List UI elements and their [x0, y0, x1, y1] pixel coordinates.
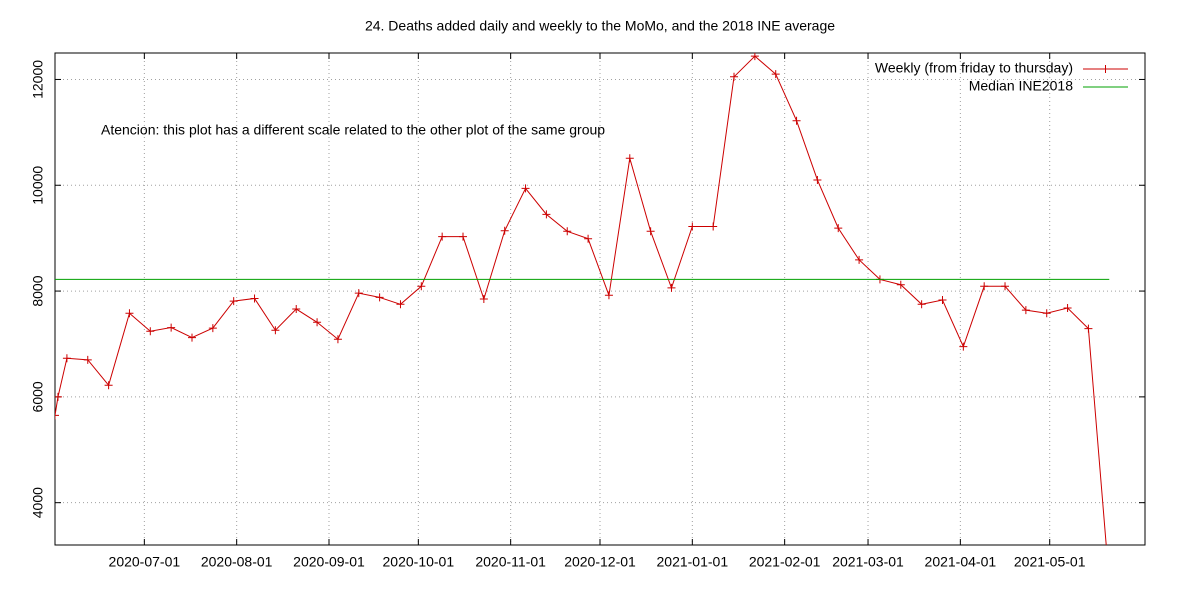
- point-marker: [542, 210, 551, 219]
- point-marker: [292, 305, 301, 314]
- point-marker: [1063, 303, 1072, 312]
- point-marker: [917, 300, 926, 309]
- x-tick-label: 2021-02-01: [749, 554, 821, 570]
- point-marker: [625, 154, 634, 163]
- x-tick-label: 2021-05-01: [1014, 554, 1086, 570]
- point-marker: [584, 234, 593, 243]
- point-marker: [730, 72, 739, 81]
- point-marker: [479, 295, 488, 303]
- x-tick-label: 2021-04-01: [925, 554, 997, 570]
- point-marker: [333, 335, 342, 344]
- point-marker: [1021, 306, 1030, 315]
- point-marker: [750, 53, 759, 61]
- point-marker: [55, 392, 62, 401]
- point-marker: [896, 280, 905, 289]
- point-marker: [1042, 309, 1051, 318]
- point-marker: [208, 324, 217, 333]
- point-marker: [646, 227, 655, 236]
- point-marker: [313, 318, 322, 327]
- point-marker: [104, 381, 113, 390]
- point-marker: [167, 323, 176, 332]
- x-tick-label: 2020-07-01: [109, 554, 181, 570]
- point-marker: [146, 327, 155, 336]
- point-marker: [187, 333, 196, 342]
- y-tick-label: 8000: [30, 275, 46, 306]
- x-tick-label: 2020-12-01: [564, 554, 636, 570]
- point-marker: [792, 116, 801, 125]
- point-marker: [604, 291, 613, 300]
- point-marker: [500, 226, 509, 235]
- x-tick-label: 2021-01-01: [657, 554, 729, 570]
- point-marker: [938, 296, 947, 305]
- point-marker: [396, 300, 405, 309]
- y-tick-label: 10000: [30, 166, 46, 205]
- point-marker: [959, 342, 968, 351]
- y-tick-label: 4000: [30, 487, 46, 518]
- point-marker: [354, 289, 363, 298]
- chart-title: 24. Deaths added daily and weekly to the…: [365, 18, 835, 34]
- x-tick-label: 2020-11-01: [475, 554, 546, 570]
- plot-border: [54, 52, 1146, 546]
- point-marker: [667, 283, 676, 292]
- point-marker: [250, 294, 259, 303]
- point-marker: [980, 282, 989, 291]
- point-marker: [688, 222, 697, 231]
- point-marker: [1105, 578, 1113, 586]
- point-marker: [125, 309, 134, 318]
- point-marker: [1084, 324, 1093, 333]
- point-marker: [1001, 282, 1010, 291]
- x-tick-label: 2021-03-01: [832, 554, 904, 570]
- point-marker: [375, 293, 384, 302]
- x-tick-label: 2020-08-01: [201, 554, 273, 570]
- point-marker: [855, 255, 864, 264]
- point-marker: [83, 355, 92, 364]
- point-marker: [55, 411, 59, 420]
- point-marker: [229, 297, 238, 306]
- point-marker: [709, 222, 718, 231]
- point-marker: [417, 282, 426, 291]
- y-tick-label: 6000: [30, 381, 46, 412]
- legend-label: Weekly (from friday to thursday): [875, 60, 1073, 76]
- y-tick-label: 12000: [30, 60, 46, 99]
- point-marker: [813, 175, 822, 184]
- point-marker: [62, 354, 71, 363]
- point-marker: [834, 224, 843, 233]
- point-marker: [563, 227, 572, 236]
- point-marker: [271, 326, 280, 335]
- annotation: Atencion: this plot has a different scal…: [101, 122, 605, 138]
- x-tick-label: 2020-09-01: [293, 554, 365, 570]
- x-tick-label: 2020-10-01: [383, 554, 455, 570]
- point-marker: [771, 70, 780, 79]
- point-marker: [459, 232, 468, 241]
- plot-area: [55, 53, 1113, 586]
- point-marker: [521, 184, 530, 193]
- point-marker: [438, 232, 447, 241]
- legend-label: Median INE2018: [969, 78, 1074, 94]
- legend-swatch-marker: [1101, 65, 1110, 73]
